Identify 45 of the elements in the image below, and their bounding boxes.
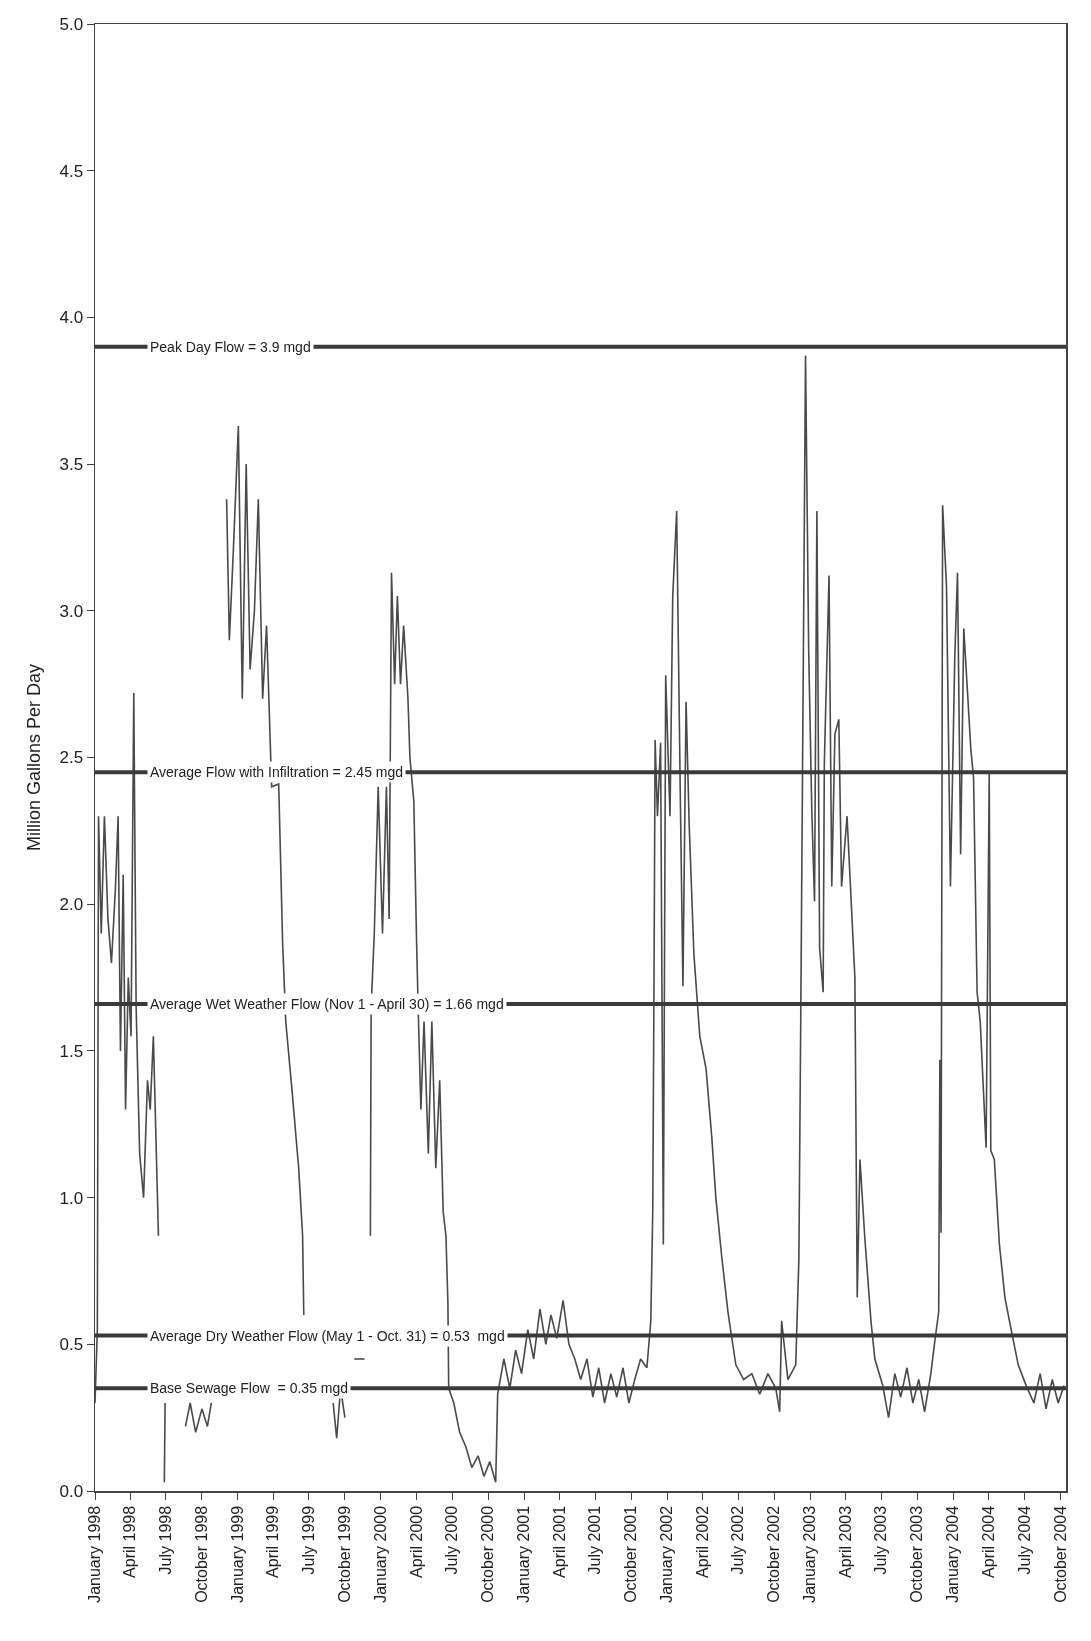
- y-tick-label: 4.5: [59, 161, 84, 181]
- x-tick-label: January 2002: [658, 1505, 676, 1603]
- ref-line-label: Peak Day Flow = 3.9 mgd: [150, 339, 311, 355]
- x-tick-label: January 2000: [372, 1505, 390, 1603]
- x-tick-label: January 1998: [86, 1505, 104, 1603]
- y-tick-label: 1.0: [59, 1188, 84, 1208]
- y-tick-label: 3.5: [59, 455, 84, 475]
- x-tick-label: July 2002: [729, 1505, 747, 1575]
- x-tick-label: October 2003: [908, 1505, 926, 1603]
- x-tick-label: April 2004: [980, 1505, 998, 1578]
- x-tick-label: July 1999: [300, 1505, 318, 1575]
- ref-line-label: Base Sewage Flow = 0.35 mgd: [150, 1380, 349, 1396]
- y-tick-label: 3.0: [59, 601, 84, 621]
- y-tick-label: 5.0: [59, 14, 84, 34]
- x-tick-label: July 1998: [157, 1505, 175, 1575]
- x-tick-label: July 2000: [443, 1505, 461, 1575]
- y-tick-label: 0.0: [59, 1481, 84, 1501]
- x-tick-label: October 1999: [336, 1505, 354, 1603]
- ref-line-label: Average Wet Weather Flow (Nov 1 - April 30) = 1.66 mgd: [150, 996, 504, 1012]
- x-tick-label: April 1998: [121, 1505, 139, 1578]
- x-tick-label: April 1999: [264, 1505, 282, 1578]
- x-tick-label: October 2002: [765, 1505, 783, 1603]
- x-tick-label: October 2000: [479, 1505, 497, 1603]
- x-tick-label: October 2001: [622, 1505, 640, 1603]
- x-tick-label: April 2001: [550, 1505, 568, 1578]
- x-tick-label: January 2003: [801, 1505, 819, 1603]
- x-tick-label: July 2004: [1015, 1505, 1033, 1575]
- ref-line-label: Average Dry Weather Flow (May 1 - Oct. 31) = 0.53 mgd: [150, 1328, 505, 1344]
- y-tick-label: 0.5: [59, 1335, 84, 1355]
- y-tick-label: 2.5: [59, 748, 84, 768]
- ref-line-label: Average Flow with Infiltration = 2.45 mgd: [150, 764, 404, 780]
- x-tick-label: January 2004: [944, 1505, 962, 1603]
- x-tick-label: October 2004: [1051, 1505, 1069, 1603]
- y-tick-label: 2.0: [59, 895, 84, 915]
- x-tick-label: July 2001: [586, 1505, 604, 1575]
- x-tick-label: January 1999: [229, 1505, 247, 1603]
- x-tick-label: July 2003: [872, 1505, 890, 1575]
- y-axis-title: Million Gallons Per Day: [23, 663, 44, 852]
- x-tick-label: April 2002: [693, 1505, 711, 1578]
- x-tick-label: January 2001: [515, 1505, 533, 1603]
- x-tick-label: April 2003: [836, 1505, 854, 1578]
- y-tick-label: 1.5: [59, 1041, 84, 1061]
- y-tick-label: 4.0: [59, 308, 84, 328]
- x-tick-label: October 1998: [193, 1505, 211, 1603]
- x-tick-label: April 2000: [407, 1505, 425, 1578]
